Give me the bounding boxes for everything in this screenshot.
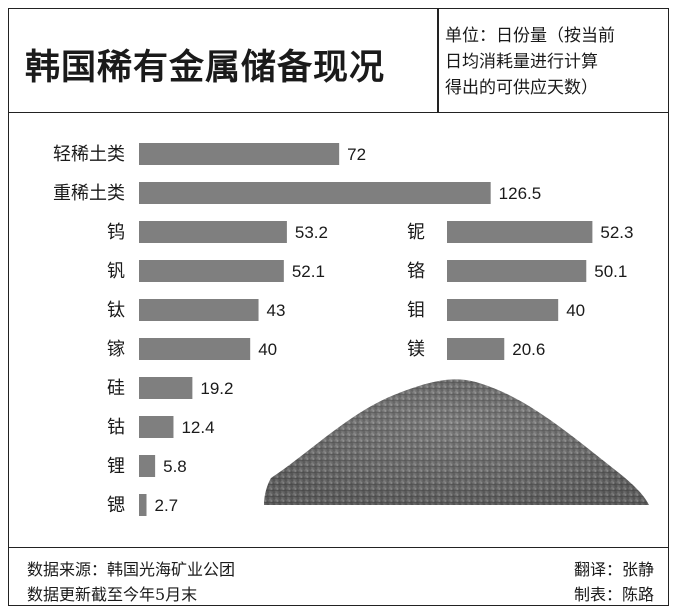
value-label: 40	[258, 340, 277, 359]
value-label: 19.2	[200, 379, 233, 398]
unit-line-1: 单位：日份量（按当前	[445, 26, 615, 46]
category-label: 钼	[407, 300, 425, 321]
header: 韩国稀有金属储备现况 单位：日份量（按当前 日均消耗量进行计算 得出的可供应天数…	[9, 9, 668, 113]
translator-credit: 翻译：张静	[573, 560, 654, 579]
bar	[139, 182, 491, 204]
category-label: 钒	[107, 261, 125, 282]
bar-chart: 轻稀土类 72 重稀土类 126.5 钨 53.2 铌 52.3 钒 52.1 铬 50.1 钛 43 钼 4…	[53, 143, 649, 516]
category-label: 铬	[407, 261, 425, 282]
category-label: 镁	[407, 339, 425, 360]
category-label: 硅	[107, 378, 125, 399]
bar	[139, 416, 174, 438]
bar	[447, 299, 559, 321]
category-label: 铌	[407, 222, 425, 243]
category-label: 锶	[107, 495, 125, 516]
category-label: 锂	[107, 456, 125, 477]
ore-pile-image	[264, 379, 649, 505]
unit-note: 单位：日份量（按当前 日均消耗量进行计算 得出的可供应天数）	[445, 23, 665, 101]
value-label: 5.8	[163, 457, 187, 476]
category-label: 钴	[107, 417, 125, 438]
bar	[447, 338, 505, 360]
value-label: 126.5	[499, 184, 542, 203]
value-label: 43	[267, 301, 286, 320]
category-label: 钛	[107, 300, 125, 321]
bar	[139, 455, 156, 477]
bar	[139, 260, 284, 282]
category-label: 重稀土类	[53, 183, 125, 204]
value-label: 40	[566, 301, 585, 320]
header-divider	[437, 9, 439, 112]
category-label: 镓	[107, 339, 125, 360]
source-note: 数据来源：韩国光海矿业公团	[27, 560, 236, 579]
infographic-frame: 韩国稀有金属储备现况 单位：日份量（按当前 日均消耗量进行计算 得出的可供应天数…	[8, 8, 669, 606]
bar	[139, 377, 193, 399]
update-note: 数据更新截至今年5月末	[27, 585, 198, 604]
bar	[139, 299, 259, 321]
value-label: 12.4	[181, 418, 214, 437]
category-label: 轻稀土类	[53, 144, 125, 165]
value-label: 50.1	[594, 262, 627, 281]
unit-line-3: 得出的可供应天数）	[445, 78, 598, 98]
bar	[139, 494, 147, 516]
value-label: 53.2	[295, 223, 328, 242]
value-label: 52.1	[292, 262, 325, 281]
bar	[447, 260, 587, 282]
footer: 数据来源：韩国光海矿业公团 数据更新截至今年5月末 翻译：张静 制表：陈路	[9, 547, 668, 608]
chart-title: 韩国稀有金属储备现况	[25, 48, 386, 88]
bar	[139, 143, 340, 165]
value-label: 2.7	[155, 496, 179, 515]
bar	[139, 221, 287, 243]
unit-line-2: 日均消耗量进行计算	[445, 52, 598, 72]
bar	[447, 221, 593, 243]
chart-area: 轻稀土类 72 重稀土类 126.5 钨 53.2 铌 52.3 钒 52.1 铬 50.1 钛 43 钼 4…	[9, 113, 668, 543]
value-label: 72	[347, 145, 366, 164]
value-label: 20.6	[512, 340, 545, 359]
maker-credit: 制表：陈路	[573, 585, 654, 604]
category-label: 钨	[107, 222, 125, 243]
bar	[139, 338, 251, 360]
value-label: 52.3	[600, 223, 633, 242]
